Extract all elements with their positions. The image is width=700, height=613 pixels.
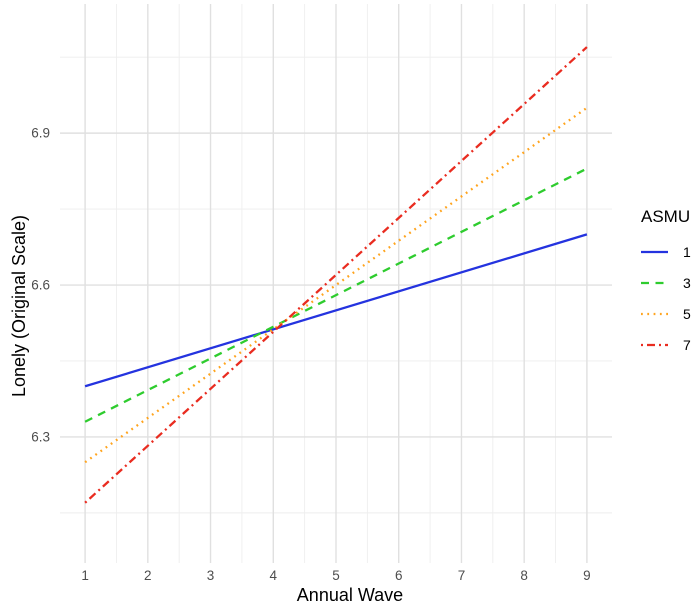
- x-tick-label: 7: [458, 568, 466, 583]
- legend-title: ASMU: [641, 207, 691, 226]
- y-tick-label: 6.3: [31, 429, 50, 444]
- legend-entry: 3: [641, 267, 691, 298]
- series-line-asmu-5: [84, 106, 588, 464]
- legend-entry-label: 1: [683, 243, 691, 260]
- x-tick-label: 2: [144, 568, 152, 583]
- legend-key-line-icon: [641, 250, 668, 253]
- legend-key-line-icon: [641, 281, 668, 284]
- legend-entry-label: 3: [683, 274, 691, 291]
- x-tick-label: 6: [395, 568, 403, 583]
- legend-entry-label: 7: [683, 336, 691, 353]
- series-line-asmu-1: [84, 233, 588, 388]
- legend-key-line-icon: [641, 343, 668, 346]
- y-tick-label: 6.9: [31, 126, 50, 141]
- legend-entry-label: 5: [683, 305, 691, 322]
- x-tick-label: 5: [332, 568, 340, 583]
- y-tick-labels: 6.3 6.6 6.9: [31, 126, 50, 445]
- x-tick-labels: 1 2 3 4 5 6 7 8 9: [81, 568, 590, 583]
- x-tick-label: 1: [81, 568, 89, 583]
- x-tick-label: 8: [520, 568, 528, 583]
- y-tick-label: 6.6: [31, 278, 50, 293]
- x-tick-label: 4: [270, 568, 278, 583]
- legend-entry: 7: [641, 329, 691, 360]
- x-tick-label: 3: [207, 568, 215, 583]
- series-line-asmu-7: [84, 46, 588, 504]
- x-tick-label: 9: [583, 568, 591, 583]
- series-lines: [84, 46, 588, 504]
- legend: ASMU 1 3 5 7: [641, 207, 691, 360]
- x-axis-title: Annual Wave: [296, 585, 404, 605]
- series-line-asmu-3: [84, 167, 588, 423]
- y-axis-title: Lonely (Original Scale): [9, 214, 29, 398]
- legend-key-line-icon: [641, 312, 668, 315]
- legend-entry: 5: [641, 298, 691, 329]
- legend-entry: 1: [641, 236, 691, 267]
- gridlines-major: [60, 4, 612, 563]
